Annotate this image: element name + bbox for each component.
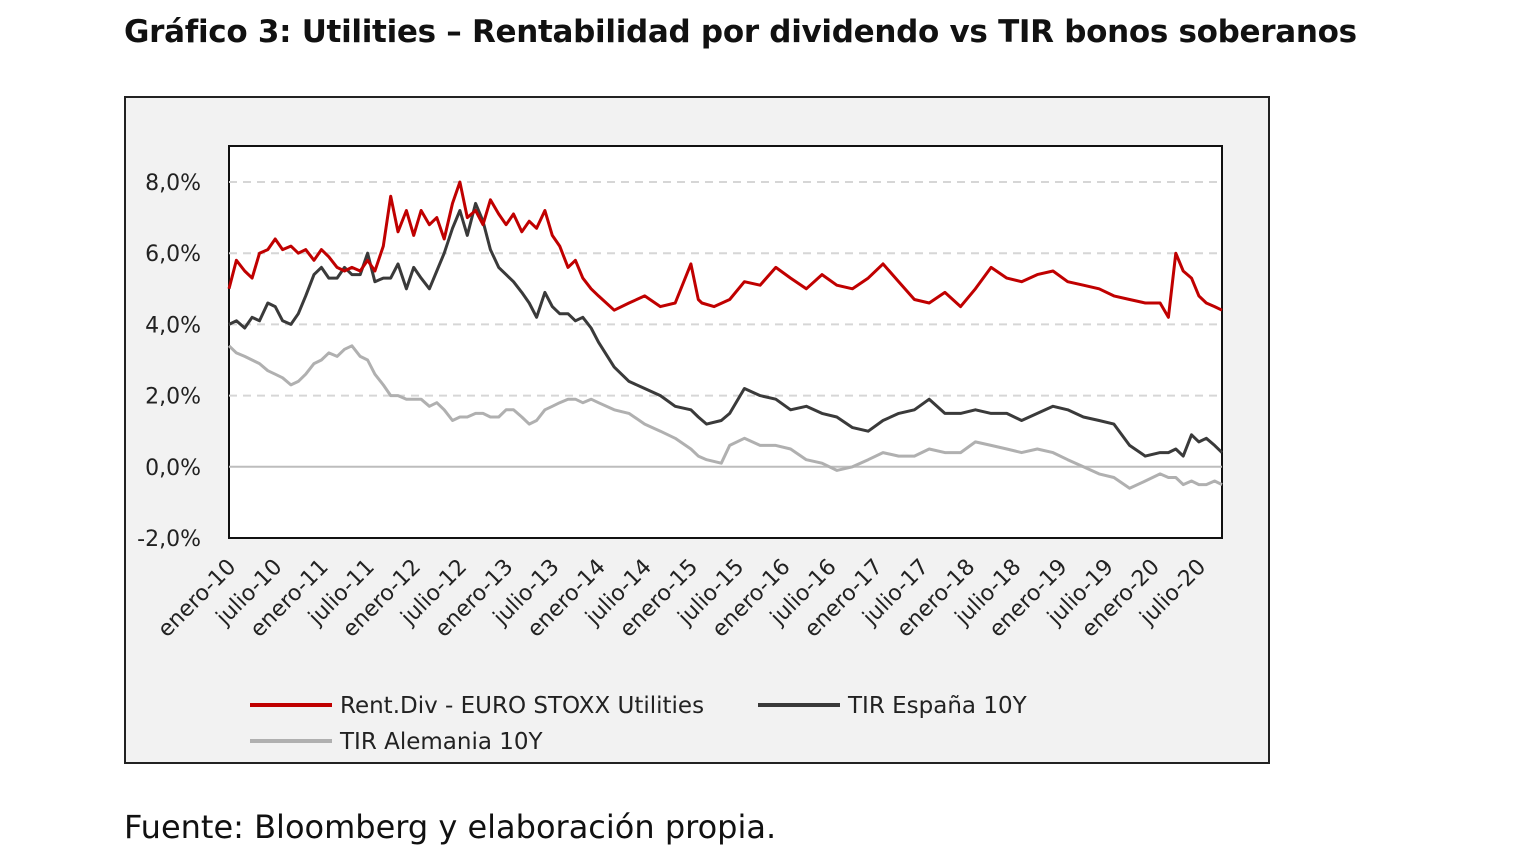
series-line-0 — [227, 180, 1223, 319]
chart-frame: 8,0% 6,0% 4,0% 2,0% 0,0% -2,0% enero-10 julio-… — [124, 96, 1270, 764]
series-line-1 — [228, 201, 1224, 458]
line-chart: 8,0%6,0%4,0%2,0%0,0%-2,0% enero-10julio-… — [137, 145, 1224, 755]
source-note: Fuente: Bloomberg y elaboración propia. — [124, 808, 777, 846]
legend-label-2: TIR Alemania 10Y — [339, 729, 544, 755]
plot-area — [228, 145, 1223, 539]
y-tick-label: 6,0% — [145, 242, 201, 267]
y-tick-label: 2,0% — [145, 385, 201, 410]
y-tick-label: 8,0% — [145, 171, 201, 196]
chart-title: Gráfico 3: Utilities – Rentabilidad por … — [124, 14, 1357, 50]
legend-label-1: TIR España 10Y — [847, 693, 1028, 719]
legend-label-0: Rent.Div - EURO STOXX Utilities — [340, 693, 704, 719]
y-tick-label: 0,0% — [145, 456, 201, 481]
series-line-2 — [227, 344, 1223, 490]
y-tick-label: -2,0% — [137, 527, 201, 552]
y-tick-label: 4,0% — [145, 313, 201, 338]
